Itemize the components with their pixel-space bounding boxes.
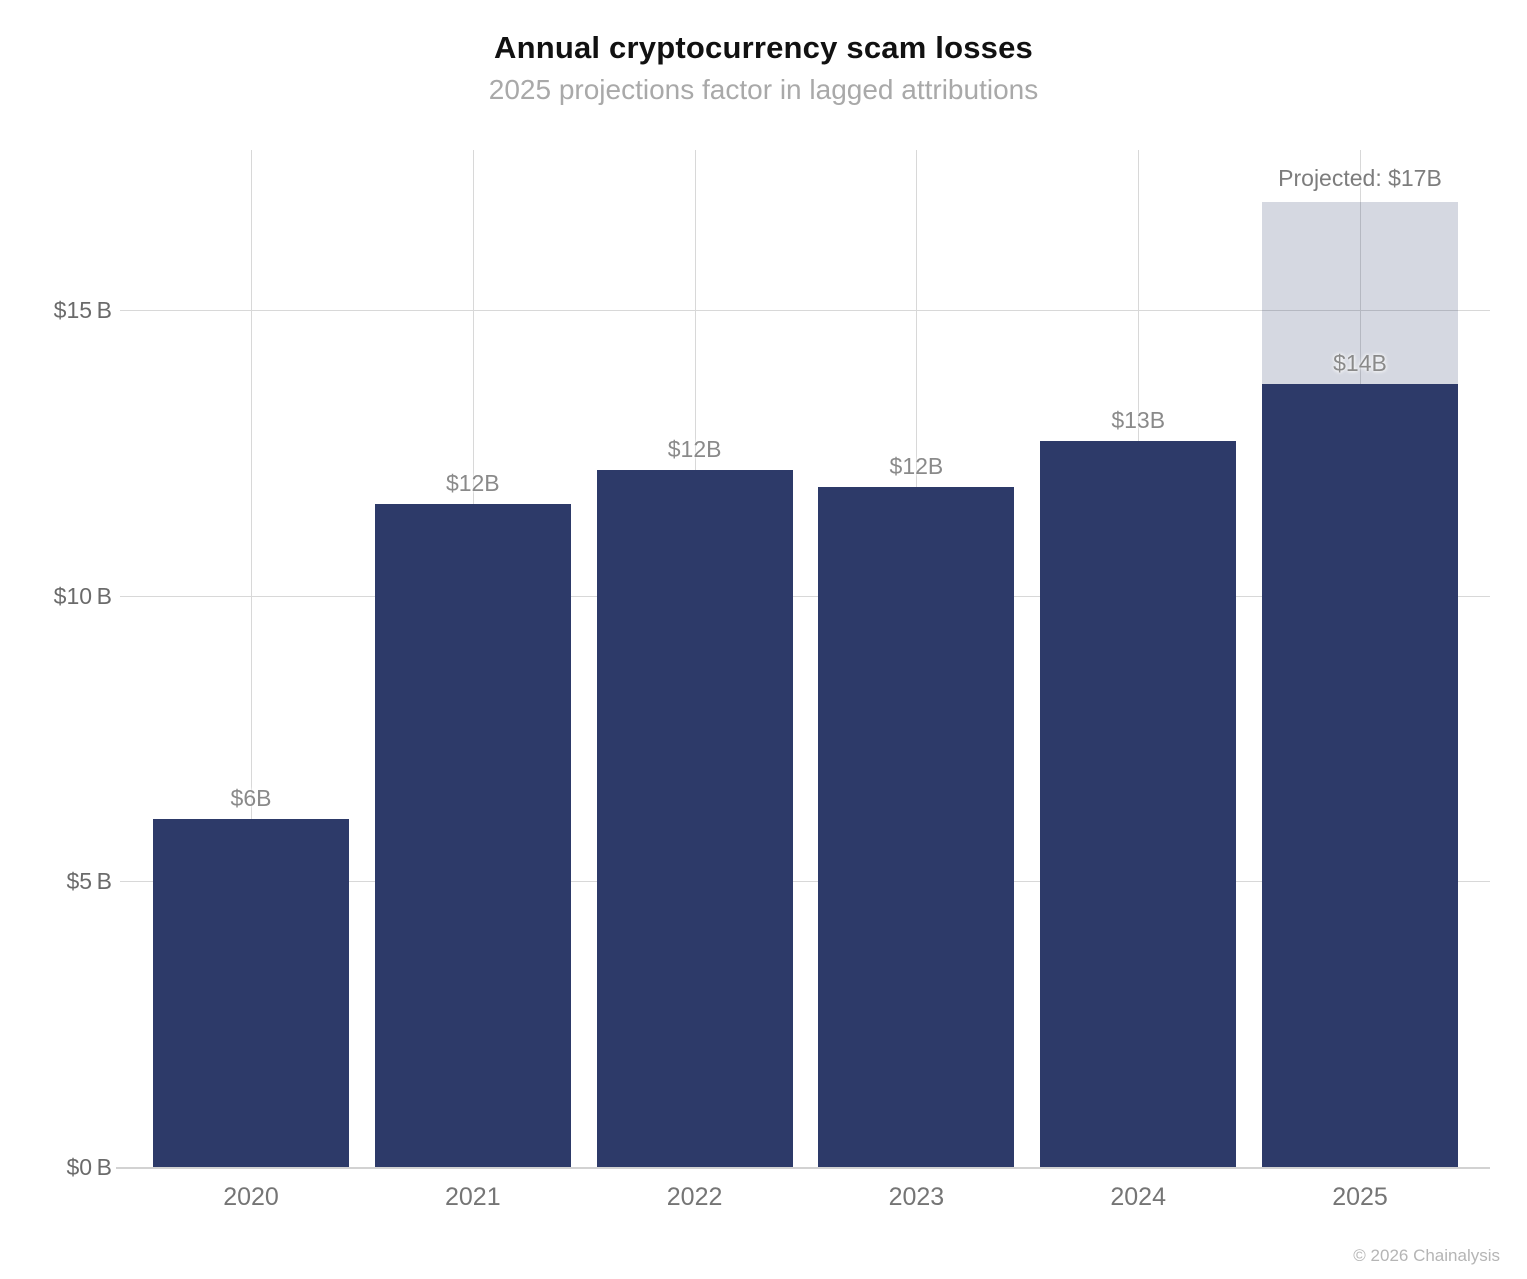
x-axis-line (116, 1167, 1490, 1169)
bar-value-label: $13B (1111, 407, 1166, 434)
chart-title: Annual cryptocurrency scam losses (494, 30, 1033, 65)
horizontal-gridline (120, 881, 1490, 883)
x-axis-tick-label: 2024 (1110, 1183, 1166, 1211)
vertical-gridline (251, 150, 252, 1167)
x-axis-tick-label: 2021 (444, 1183, 501, 1211)
y-axis-tick-label: $5 B (66, 868, 112, 895)
horizontal-gridline (120, 310, 1490, 312)
bar-2025 (1262, 384, 1458, 1167)
bar-2022 (596, 470, 793, 1167)
x-axis-tick-label: 2020 (223, 1183, 279, 1211)
bar-value-label: $12B (667, 436, 722, 462)
chart-subtitle: 2025 projections factor in lagged attrib… (488, 74, 1039, 105)
y-axis-tick-label: $15 B (53, 297, 112, 324)
bar-value-label: $14B (1333, 350, 1387, 377)
copyright-credit: © 2026 Chainalysis (1353, 1246, 1500, 1265)
bar-2024 (1040, 441, 1237, 1167)
horizontal-gridline (120, 595, 1490, 597)
x-axis-tick-label: 2025 (1332, 1183, 1388, 1211)
bar-2021 (374, 504, 571, 1167)
bar-value-label: $6B (230, 784, 272, 811)
bar-value-label: $12B (889, 453, 944, 480)
projected-value-label: Projected: $17B (1278, 164, 1442, 191)
bar-2023 (818, 487, 1015, 1167)
bar-value-label: $12B (445, 470, 500, 497)
y-axis-tick-label: $10 B (53, 582, 112, 609)
y-axis-tick-label: $0 B (66, 1154, 112, 1180)
bar-2020 (153, 818, 349, 1167)
x-axis-tick-label: 2023 (888, 1183, 945, 1211)
x-axis-tick-label: 2022 (666, 1183, 723, 1211)
